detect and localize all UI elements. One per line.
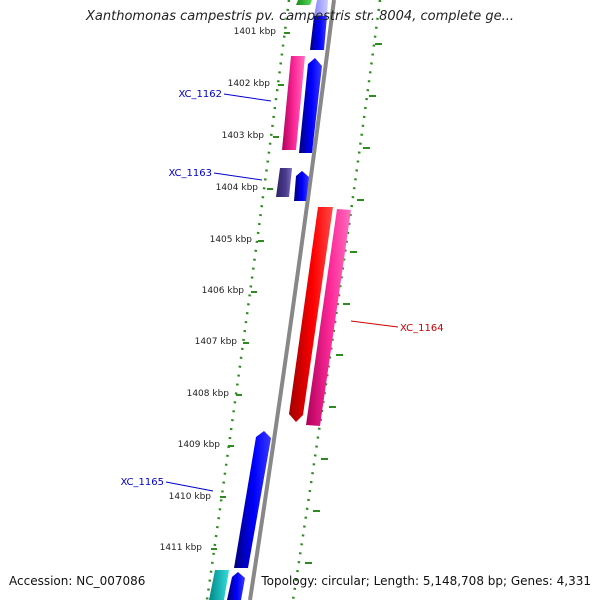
tick-label: 1406 kbp <box>202 286 245 296</box>
topology-text: Topology: circular; Length: 5,148,708 bp… <box>261 574 591 588</box>
leader-xc-1163 <box>213 172 263 181</box>
gene-label-xc-1163[interactable]: XC_1163 <box>168 168 212 179</box>
tick-label: 1409 kbp <box>178 440 221 450</box>
gene-green-partial[interactable] <box>296 0 312 5</box>
gene-features <box>209 0 351 600</box>
gene-labels: XC_1162 XC_1163 XC_1164 XC_1165 <box>120 89 443 488</box>
tick-label: 1408 kbp <box>187 389 230 399</box>
gene-label-xc-1165[interactable]: XC_1165 <box>120 477 164 488</box>
leader-xc-1162 <box>223 93 272 102</box>
gene-blue-bottom[interactable] <box>227 572 245 600</box>
tick-label: 1402 kbp <box>228 79 271 89</box>
tick-label: 1401 kbp <box>234 27 277 37</box>
tick-label: 1410 kbp <box>169 492 212 502</box>
map-title: Xanthomonas campestris pv. campestris st… <box>86 9 514 24</box>
gene-xc-1164-red[interactable] <box>289 207 333 422</box>
leader-xc-1165 <box>165 481 214 492</box>
tick-label: 1405 kbp <box>210 235 253 245</box>
genome-backbone <box>248 0 336 600</box>
label-leaders <box>165 93 399 492</box>
gene-cyan-bottom[interactable] <box>209 570 229 600</box>
gene-label-xc-1164[interactable]: XC_1164 <box>400 323 444 334</box>
gene-xc-1162[interactable] <box>282 56 305 150</box>
gene-xc-1165[interactable] <box>234 431 271 568</box>
gene-blue-top[interactable] <box>310 16 327 50</box>
tick-labels: 1401 kbp 1402 kbp 1403 kbp 1404 kbp 1405… <box>160 27 277 553</box>
gene-label-xc-1162[interactable]: XC_1162 <box>178 89 222 100</box>
gene-light-blue-partial[interactable] <box>314 0 328 16</box>
tick-label: 1407 kbp <box>195 337 238 347</box>
gene-blue-arrow-1[interactable] <box>299 58 322 153</box>
gene-blue-arrow-2[interactable] <box>294 171 309 201</box>
gene-xc-1163[interactable] <box>276 168 292 197</box>
accession-text: Accession: NC_007086 <box>9 574 146 588</box>
leader-xc-1164 <box>350 320 399 328</box>
outer-tick-marks <box>305 43 382 564</box>
tick-label: 1403 kbp <box>222 131 265 141</box>
gene-xc-1164[interactable] <box>306 209 351 426</box>
tick-label: 1411 kbp <box>160 543 203 553</box>
tick-label: 1404 kbp <box>216 183 259 193</box>
inner-tick-marks <box>211 32 290 550</box>
